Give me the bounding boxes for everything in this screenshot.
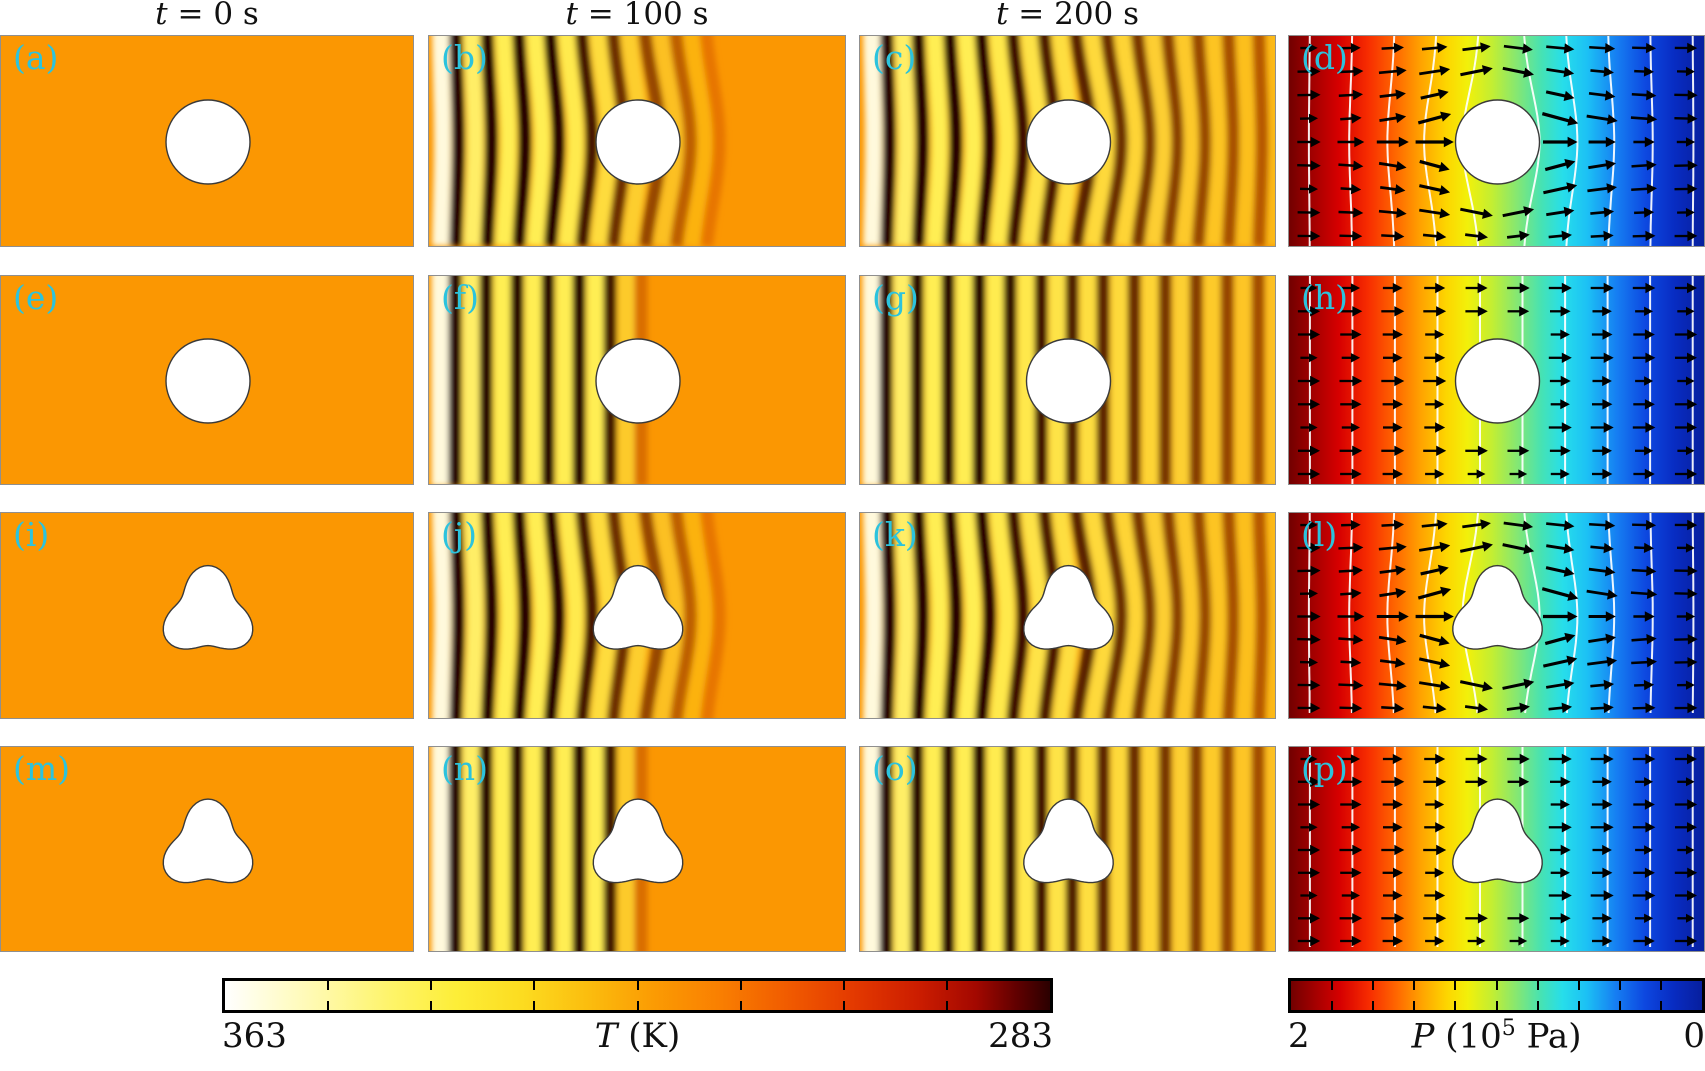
colorbar-tick <box>842 981 845 990</box>
panel-n: (n) <box>428 746 846 952</box>
colorbar-tick <box>739 1001 742 1010</box>
panel-label: (f) <box>441 278 479 317</box>
column-header-t100: t = 100 s <box>428 0 846 32</box>
column-header-t0: t = 0 s <box>0 0 414 32</box>
time-value: = 200 s <box>1008 0 1140 32</box>
pressure-max-label: 2 <box>1288 1016 1310 1057</box>
panel-label: (n) <box>441 749 489 788</box>
panel-m: (m) <box>0 746 414 952</box>
time-value: = 0 s <box>167 0 259 32</box>
colorbar-tick <box>945 1001 948 1010</box>
pressure-units-pre: (10 <box>1434 1016 1502 1057</box>
panel-p: (p) <box>1288 746 1705 952</box>
pressure-colorbar <box>1288 978 1705 1013</box>
time-variable: t <box>155 0 168 32</box>
colorbar-tick <box>1495 1001 1498 1010</box>
temperature-variable: T <box>594 1016 618 1056</box>
panel-a: (a) <box>0 35 414 247</box>
panel-label: (i) <box>13 515 50 554</box>
temperature-axis-title: T (K) <box>595 1016 680 1056</box>
colorbar-tick <box>1331 981 1334 990</box>
time-variable: t <box>565 0 578 32</box>
colorbar-tick <box>1536 981 1539 990</box>
panel-label: (m) <box>13 749 71 788</box>
colorbar-tick <box>327 981 330 990</box>
colorbar-tick <box>1618 981 1621 990</box>
pressure-units-post: Pa) <box>1515 1016 1582 1057</box>
colorbar-tick <box>1536 1001 1539 1010</box>
pressure-axis-title: P (105 Pa) <box>1412 1016 1582 1056</box>
column-headers: t = 0 s t = 100 s t = 200 s <box>0 0 1705 34</box>
colorbar-tick <box>1659 981 1662 990</box>
colorbar-tick <box>739 981 742 990</box>
colorbar-tick <box>1413 981 1416 990</box>
panel-label: (g) <box>872 278 919 317</box>
colorbar-tick <box>533 1001 536 1010</box>
colorbar-tick <box>1618 1001 1621 1010</box>
colorbar-tick <box>430 1001 433 1010</box>
panel-label: (h) <box>1301 278 1349 317</box>
colorbar-tick <box>1577 1001 1580 1010</box>
panel-k: (k) <box>859 512 1276 719</box>
pressure-units-exponent: 5 <box>1501 1016 1516 1041</box>
panel-label: (e) <box>13 278 59 317</box>
colorbar-tick <box>327 1001 330 1010</box>
colorbar-tick <box>1372 1001 1375 1010</box>
colorbar-tick <box>1659 1001 1662 1010</box>
time-variable: t <box>995 0 1009 32</box>
panel-d: (d) <box>1288 35 1705 247</box>
panel-label: (p) <box>1301 749 1348 788</box>
panel-o: (o) <box>859 746 1276 952</box>
colorbar-tick <box>1577 981 1580 990</box>
panel-e: (e) <box>0 275 414 485</box>
panel-i: (i) <box>0 512 414 719</box>
panel-label: (d) <box>1301 38 1348 77</box>
colorbar-tick <box>533 981 536 990</box>
temperature-min-label: 283 <box>988 1016 1053 1056</box>
panel-label: (c) <box>872 38 917 77</box>
panel-label: (j) <box>441 515 477 554</box>
pressure-colorbar-caption: 2 P (105 Pa) 0 <box>1288 1016 1705 1056</box>
panel-c: (c) <box>859 35 1276 247</box>
panel-label: (b) <box>441 38 488 77</box>
temperature-max-label: 363 <box>222 1016 287 1056</box>
colorbar-tick <box>1413 1001 1416 1010</box>
panel-b: (b) <box>428 35 846 247</box>
time-value: = 100 s <box>577 0 709 32</box>
colorbar-tick <box>1454 1001 1457 1010</box>
colorbar-tick <box>1495 981 1498 990</box>
colorbar-tick <box>842 1001 845 1010</box>
colorbar-tick <box>636 981 639 990</box>
colorbar-tick <box>430 981 433 990</box>
panel-label: (o) <box>872 749 918 788</box>
panel-j: (j) <box>428 512 846 719</box>
temperature-units: (K) <box>617 1016 681 1056</box>
pressure-min-label: 0 <box>1683 1016 1705 1057</box>
panel-label: (l) <box>1301 515 1338 554</box>
panel-l: (l) <box>1288 512 1705 719</box>
temperature-colorbar-caption: 363 T (K) 283 <box>222 1016 1053 1056</box>
panel-f: (f) <box>428 275 846 485</box>
panel-label: (k) <box>872 515 918 554</box>
colorbar-tick <box>1454 981 1457 990</box>
colorbar-tick <box>1331 1001 1334 1010</box>
pressure-variable: P <box>1411 1016 1435 1057</box>
temperature-colorbar <box>222 978 1053 1013</box>
panel-g: (g) <box>859 275 1276 485</box>
colorbar-tick <box>945 981 948 990</box>
panel-h: (h) <box>1288 275 1705 485</box>
colorbar-tick <box>636 1001 639 1010</box>
column-header-t200: t = 200 s <box>859 0 1276 32</box>
colorbar-tick <box>1372 981 1375 990</box>
panel-label: (a) <box>13 38 59 77</box>
